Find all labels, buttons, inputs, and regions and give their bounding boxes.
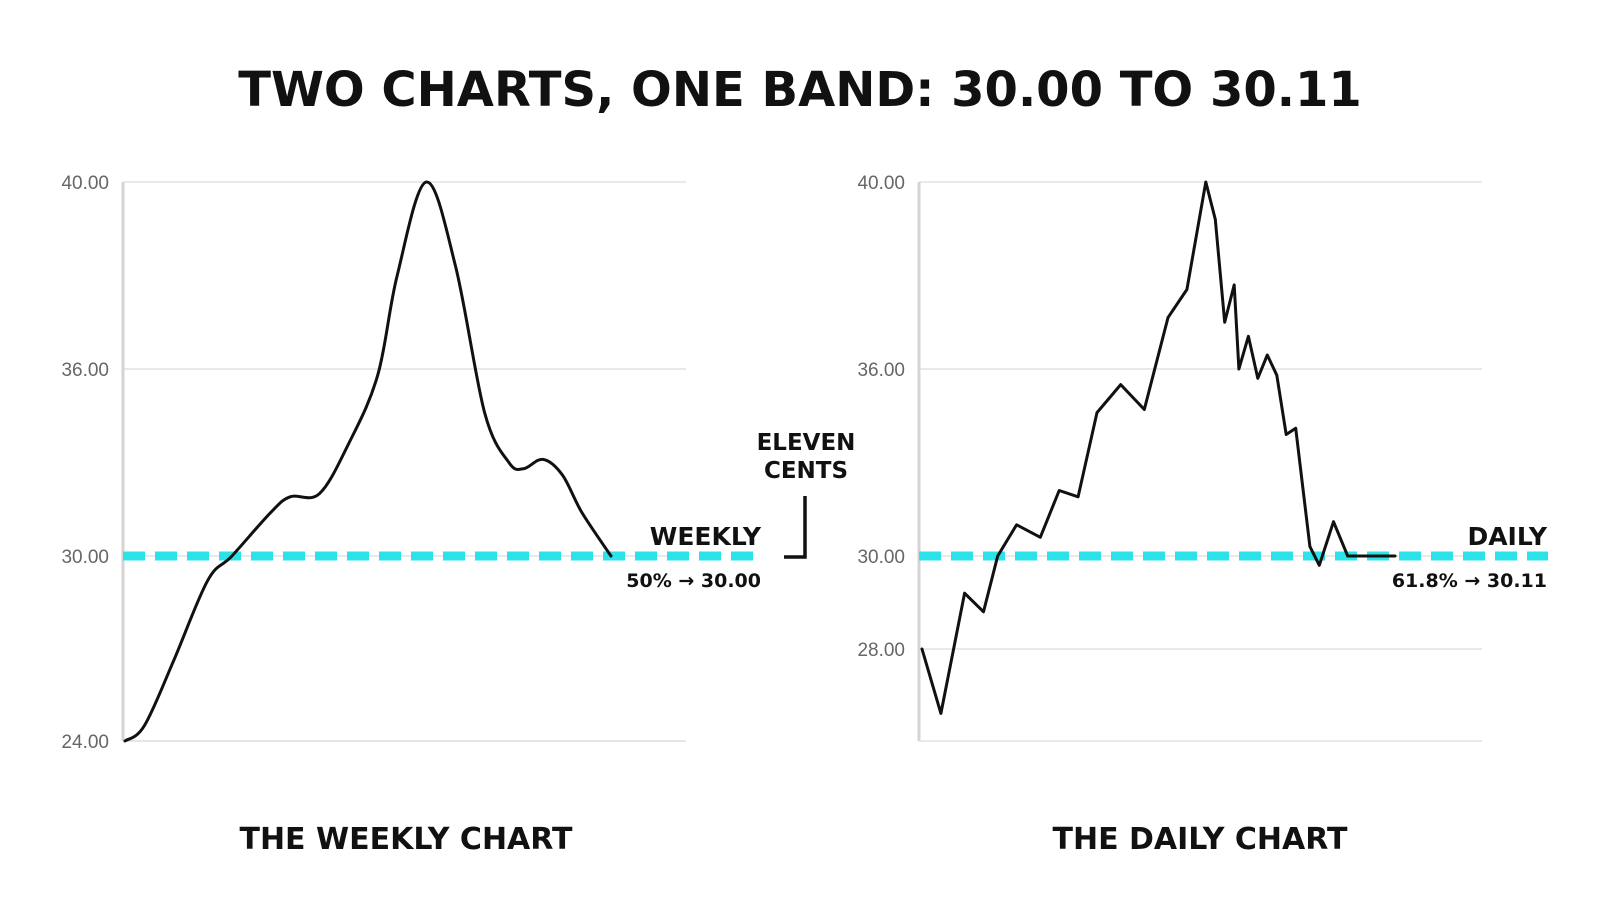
gap-annotation-line1: ELEVEN: [757, 430, 856, 456]
figure-title: TWO CHARTS, ONE BAND: 30.00 TO 30.11: [238, 62, 1362, 118]
y-tick-label: 36.00: [857, 360, 905, 381]
price-series-line: [920, 180, 1397, 715]
gap-annotation: ELEVEN CENTS: [757, 430, 856, 559]
weekly-chart: 40.00 36.00 30.00 24.00 WEEKLY 50% → 30.00 THE…: [61, 173, 761, 857]
y-tick-label: 30.00: [857, 547, 905, 568]
chart-title: THE WEEKLY CHART: [239, 822, 573, 857]
gap-annotation-line2: CENTS: [764, 458, 848, 484]
gap-bracket: [784, 496, 807, 559]
band-sublabel: 61.8% → 30.11: [1392, 570, 1547, 592]
band-label: DAILY: [1467, 522, 1547, 551]
chart-title: THE DAILY CHART: [1053, 822, 1348, 857]
y-tick-label: 40.00: [857, 173, 905, 194]
y-tick-label: 28.00: [857, 640, 905, 661]
band-sublabel: 50% → 30.00: [626, 570, 761, 592]
band-label: WEEKLY: [650, 522, 762, 551]
y-tick-label: 40.00: [61, 173, 109, 194]
y-tick-label: 36.00: [61, 360, 109, 381]
y-tick-label: 30.00: [61, 547, 109, 568]
y-tick-label: 24.00: [61, 732, 109, 753]
daily-chart: 40.00 36.00 30.00 28.00 DAILY 61.8% → 30.11 TH…: [857, 173, 1548, 857]
price-series-line: [123, 180, 613, 743]
